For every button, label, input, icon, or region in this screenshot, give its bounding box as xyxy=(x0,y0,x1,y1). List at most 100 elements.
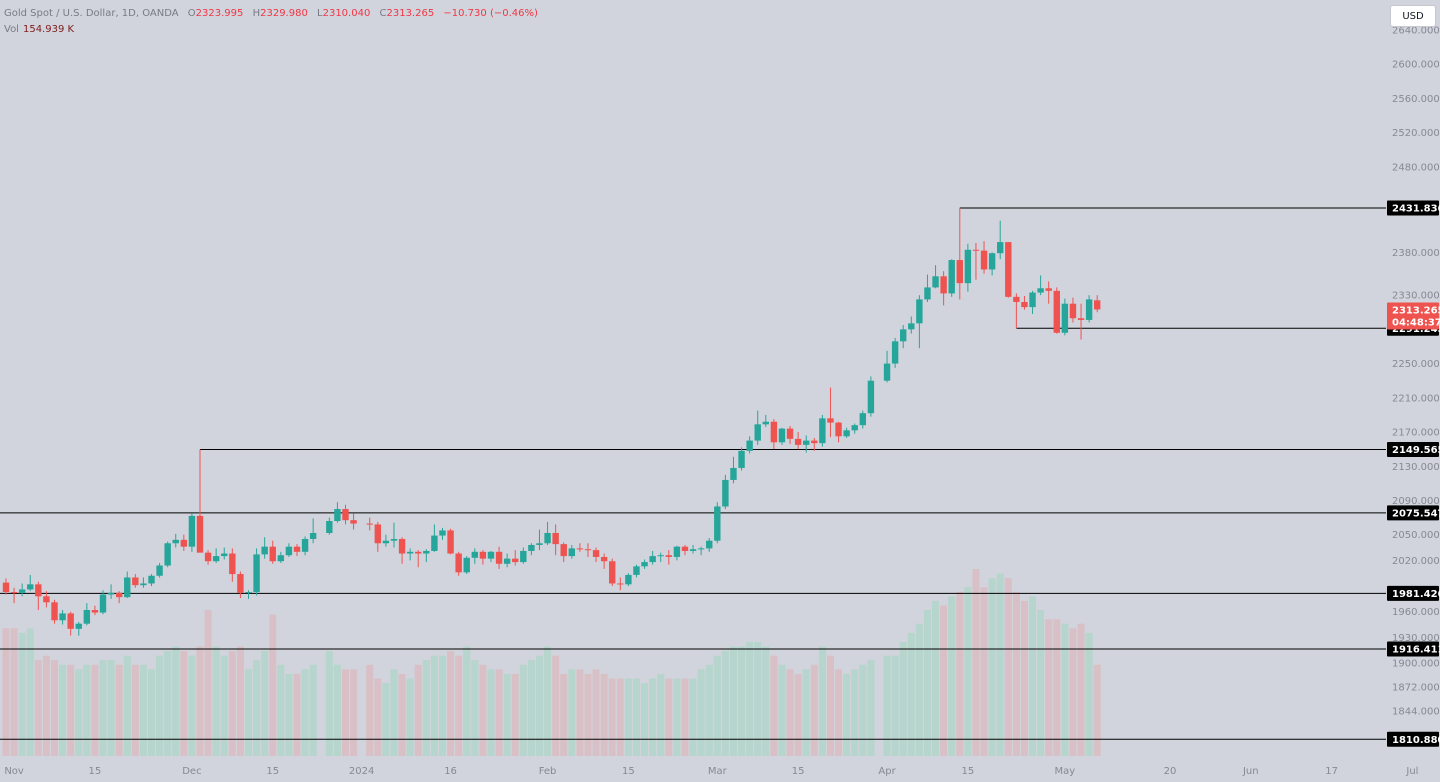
time-tick-label: Jul xyxy=(1405,766,1418,777)
volume-bar xyxy=(390,669,398,756)
candle-body xyxy=(851,425,858,431)
candle-body xyxy=(1085,299,1093,320)
candle-body xyxy=(528,544,535,551)
volume-bars xyxy=(2,569,1101,756)
volume-bar xyxy=(341,669,349,756)
volume-bar xyxy=(980,587,988,756)
candle-body xyxy=(1053,290,1060,333)
volume-bar xyxy=(907,632,915,756)
candle-body xyxy=(738,450,745,468)
low-value: 2310.040 xyxy=(322,8,371,19)
time-tick-label: 16 xyxy=(444,766,457,777)
candle-body xyxy=(293,546,301,552)
price-tick-label: 2050.000 xyxy=(1392,530,1440,541)
candle-body xyxy=(326,521,333,533)
volume-bar xyxy=(463,646,471,756)
volume-bar xyxy=(835,669,843,756)
candle-body xyxy=(269,546,276,562)
candle-body xyxy=(132,577,139,586)
volume-bar xyxy=(430,655,438,756)
candle-body xyxy=(948,260,955,294)
volume-bar xyxy=(253,660,261,756)
volume-bar xyxy=(843,673,851,756)
candle-body xyxy=(447,530,454,554)
volume-bar xyxy=(487,669,495,756)
time-tick-label: Feb xyxy=(539,766,557,777)
candle-body xyxy=(811,440,818,444)
candle-body xyxy=(406,551,414,554)
time-tick-label: 15 xyxy=(266,766,279,777)
candle-body xyxy=(43,596,50,603)
level-price-box xyxy=(1387,442,1439,458)
price-tick-label: 2560.000 xyxy=(1392,94,1440,105)
volume-bar xyxy=(972,569,980,756)
volume-bar xyxy=(932,600,940,756)
candle-body xyxy=(762,421,770,425)
candle-body xyxy=(625,574,632,585)
candle-body xyxy=(536,543,543,545)
candle-body xyxy=(10,592,18,594)
volume-bar xyxy=(261,651,269,756)
candle-body xyxy=(997,242,1004,254)
close-value: 2313.265 xyxy=(386,8,435,19)
candle-body xyxy=(883,363,891,381)
volume-bar xyxy=(366,664,374,756)
candle-body xyxy=(568,548,576,557)
price-tick-label: 2640.000 xyxy=(1392,25,1440,36)
volume-bar xyxy=(479,664,487,756)
time-tick-label: 17 xyxy=(1325,766,1338,777)
volume-bar xyxy=(91,664,99,756)
price-axis[interactable]: 2640.000 2600.000 2560.000 2520.000 2480.000… xyxy=(1387,25,1440,747)
volume-bar xyxy=(560,673,568,756)
volume-bar xyxy=(2,628,10,756)
candle-body xyxy=(544,532,551,544)
volume-bar xyxy=(527,660,535,756)
volume-bar xyxy=(657,673,665,756)
volume-bar xyxy=(1085,632,1093,756)
time-tick-label: Nov xyxy=(4,766,24,777)
volume-bar xyxy=(325,651,333,756)
volume-label[interactable]: Vol xyxy=(4,24,19,35)
volume-bar xyxy=(996,573,1004,756)
candle-body xyxy=(27,584,34,590)
candle-body xyxy=(900,329,907,342)
candle-body xyxy=(495,551,503,564)
price-tick-label: 2480.000 xyxy=(1392,162,1440,173)
candle-body xyxy=(140,583,147,586)
volume-bar xyxy=(301,669,309,756)
volume-bar xyxy=(115,664,123,756)
volume-bar xyxy=(1037,610,1045,756)
volume-bar xyxy=(713,655,721,756)
time-tick-label: Dec xyxy=(182,766,201,777)
volume-bar xyxy=(729,646,737,756)
candle-body xyxy=(309,532,317,539)
currency-button[interactable]: USD xyxy=(1390,5,1436,27)
candle-body xyxy=(617,583,624,585)
volume-bar xyxy=(26,628,34,756)
high-label: H xyxy=(252,8,261,19)
volume-bar xyxy=(447,651,455,756)
candle-body xyxy=(334,509,341,522)
candle-body xyxy=(770,421,778,443)
candle-body xyxy=(463,557,470,573)
volume-bar xyxy=(988,578,996,756)
volume-bar xyxy=(50,660,58,756)
level-price-label: 2431.836 xyxy=(1392,204,1440,215)
time-axis[interactable]: Nov 15 Dec 15 2024 16 Feb 15 Mar 15 Apr 15 May 20 Jun 1… xyxy=(4,766,1418,777)
volume-bar xyxy=(285,673,293,756)
candle-body xyxy=(916,299,923,324)
price-tick-label: 1930.000 xyxy=(1392,633,1440,644)
volume-bar xyxy=(172,646,180,756)
candle-body xyxy=(156,565,163,576)
candle-body xyxy=(237,574,244,593)
horizontal-levels[interactable] xyxy=(0,207,1386,740)
candle-body xyxy=(115,592,123,598)
candle-body xyxy=(520,550,527,563)
symbol-label[interactable]: Gold Spot / U.S. Dollar, 1D, OANDA xyxy=(4,8,179,19)
candle-body xyxy=(908,323,915,330)
bar-countdown: 04:48:37 xyxy=(1392,317,1440,328)
candle-body xyxy=(431,535,438,551)
time-tick-label: May xyxy=(1055,766,1076,777)
